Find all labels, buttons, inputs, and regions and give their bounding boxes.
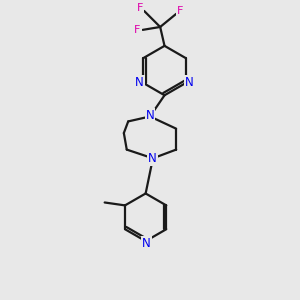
Text: N: N (148, 152, 157, 165)
Text: N: N (142, 237, 151, 250)
Text: F: F (136, 3, 143, 13)
Text: N: N (185, 76, 194, 89)
Text: F: F (134, 25, 141, 35)
Text: F: F (177, 6, 184, 16)
Text: N: N (135, 76, 144, 89)
Text: N: N (146, 110, 154, 122)
